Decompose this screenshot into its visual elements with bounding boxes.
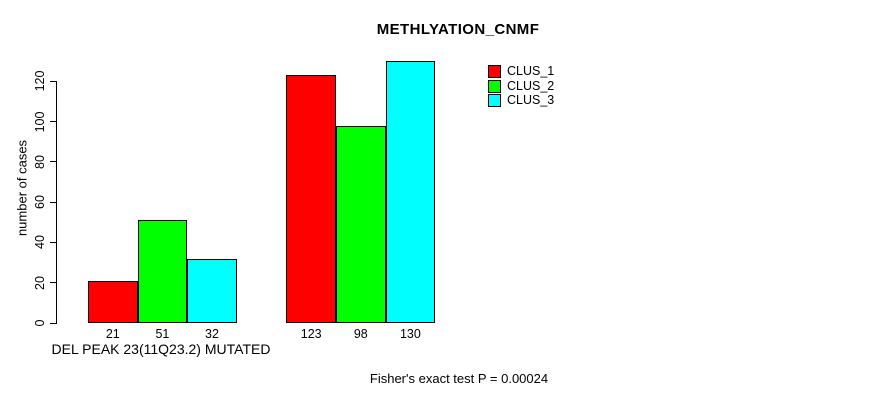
legend-label: CLUS_3	[507, 93, 555, 108]
y-tick-label: 120	[33, 70, 47, 92]
y-tick-label: 20	[33, 275, 47, 290]
legend-row: CLUS_2	[488, 79, 554, 94]
bar-value-label: 123	[300, 327, 322, 341]
bar-value-label: 51	[155, 327, 170, 341]
y-tick	[50, 121, 57, 123]
y-tick	[50, 80, 57, 82]
legend-swatch	[488, 79, 501, 93]
y-tick	[50, 201, 57, 203]
bar	[88, 280, 138, 323]
y-tick-label: 100	[33, 111, 47, 133]
bar	[187, 258, 237, 323]
bar	[336, 125, 386, 323]
bar	[137, 220, 188, 323]
bar-value-label: 130	[399, 327, 421, 341]
y-tick-label: 60	[33, 195, 47, 210]
bar	[385, 61, 436, 323]
legend-swatch	[488, 94, 501, 108]
bar-value-label: 21	[105, 327, 120, 341]
y-tick-label: 80	[33, 154, 47, 169]
y-tick	[50, 322, 57, 324]
plot-title: METHLYATION_CNMF	[376, 21, 540, 38]
legend-label: CLUS_2	[507, 78, 555, 93]
bar-value-label: 32	[205, 327, 219, 341]
y-tick	[50, 161, 57, 163]
legend-swatch	[488, 64, 501, 78]
y-tick-label: 40	[33, 235, 47, 250]
legend-label: CLUS_1	[507, 63, 555, 78]
legend-row: CLUS_1	[488, 64, 554, 79]
x-axis-label: DEL PEAK 23(11Q23.2) MUTATED	[51, 341, 271, 357]
legend-row: CLUS_3	[488, 93, 554, 108]
bar	[286, 75, 336, 323]
y-tick-label: 0	[33, 319, 47, 327]
y-axis-title: number of cases	[14, 139, 30, 237]
y-tick	[50, 282, 57, 284]
y-tick	[50, 241, 57, 243]
footer-note: Fisher's exact test P = 0.00024	[369, 371, 549, 386]
bar-value-label: 98	[353, 327, 368, 341]
legend: CLUS_1 CLUS_2 CLUS_3	[488, 64, 554, 108]
